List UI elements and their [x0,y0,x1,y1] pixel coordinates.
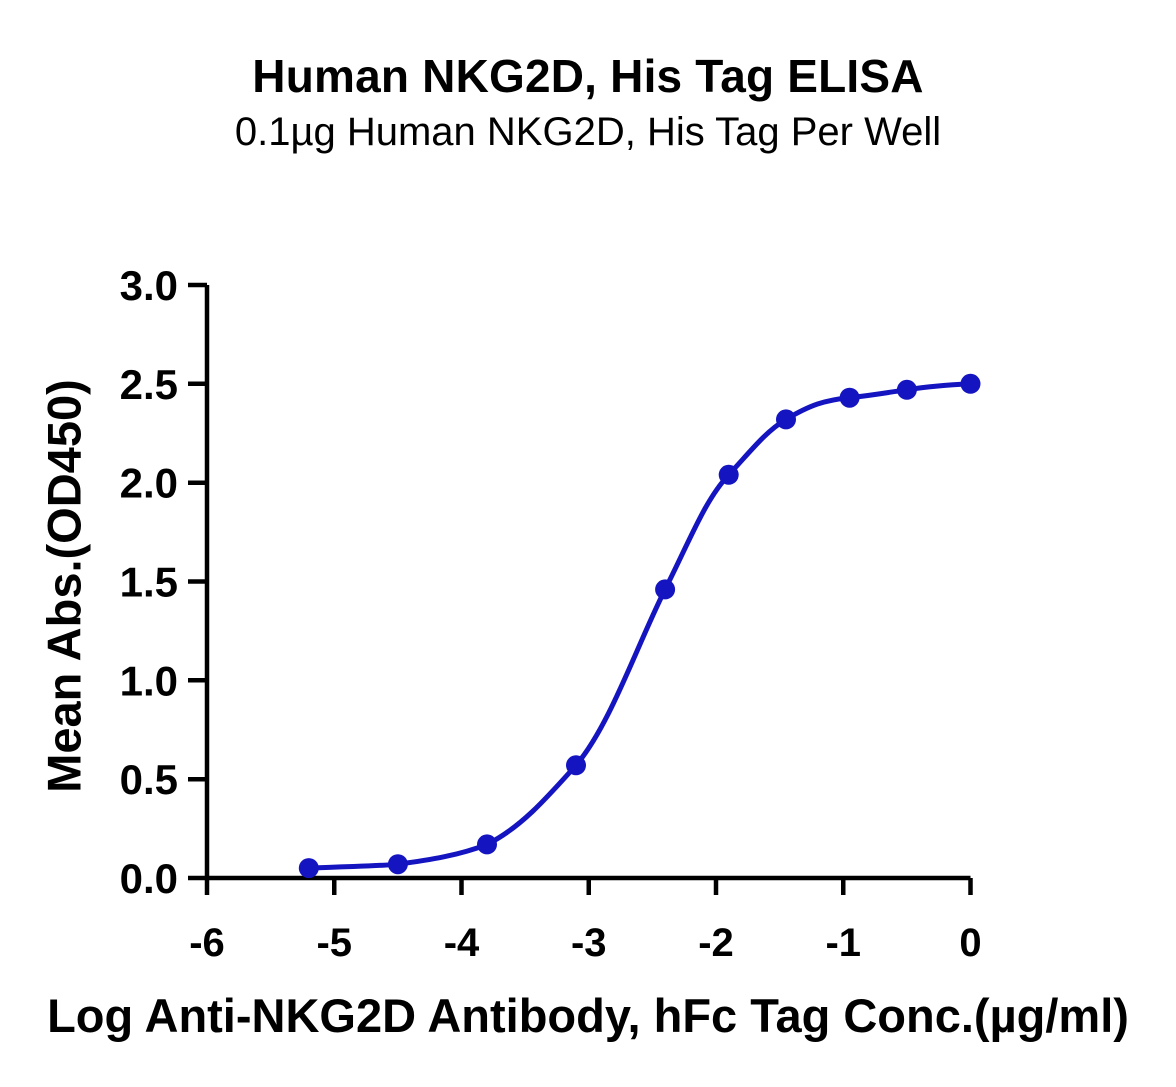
svg-text:1.5: 1.5 [120,559,178,606]
svg-text:-3: -3 [571,921,607,965]
svg-text:-4: -4 [444,921,480,965]
svg-text:0.0: 0.0 [120,855,178,902]
svg-text:2.0: 2.0 [120,460,178,507]
svg-text:-6: -6 [189,921,225,965]
svg-text:1.0: 1.0 [120,657,178,704]
svg-text:-5: -5 [316,921,352,965]
svg-text:-2: -2 [698,921,734,965]
svg-text:3.0: 3.0 [120,262,178,309]
svg-text:0.5: 0.5 [120,756,178,803]
svg-text:0: 0 [959,921,981,965]
svg-text:-1: -1 [825,921,861,965]
svg-text:2.5: 2.5 [120,361,178,408]
